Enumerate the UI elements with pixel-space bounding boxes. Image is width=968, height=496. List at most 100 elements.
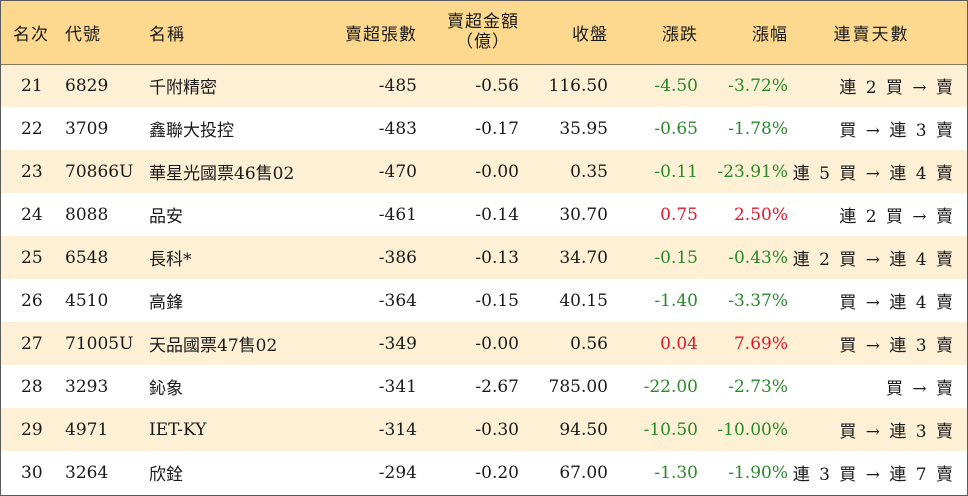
header-net-sell-amount-line1: 賣超金額 [447,12,519,33]
cell-code: 6548 [65,247,109,268]
cell-change: -0.15 [654,247,698,268]
cell-net-sell-lots: -294 [378,462,417,483]
cell-name: 品安 [149,207,183,227]
header-name: 名稱 [141,1,331,65]
cell-net-sell-lots: -349 [378,333,417,354]
cell-net-sell-lots: -470 [378,161,417,182]
cell-close: 30.70 [559,204,608,225]
cell-rank: 24 [21,204,43,225]
cell-change-pct: -10.00% [717,419,788,440]
header-net-sell-amount: 賣超金額 （億） [417,1,519,65]
cell-net-sell-amount: -0.00 [475,161,519,182]
header-change-pct: 漲幅 [698,1,788,65]
cell-change-pct: -1.90% [728,462,788,483]
cell-code: 6829 [65,75,109,96]
cell-close: 35.95 [559,118,608,139]
table-row: 26 4510 高鋒 -364 -0.15 40.15 -1.40 -3.37% 買 → 連 4… [1,279,967,322]
cell-streak: 連 3 買 → 連 7 賣 [792,465,955,485]
table-row: 29 4971 IET-KY -314 -0.30 94.50 -10.50 -10.00% 買… [1,408,967,451]
cell-net-sell-amount: -0.30 [475,419,519,440]
cell-close: 34.70 [559,247,608,268]
cell-streak: 連 2 買 → 賣 [839,78,955,99]
table-row: 27 71005U 天品國票47售02 -349 -0.00 0.56 0.04 7.69% 買… [1,322,967,365]
cell-net-sell-amount: -0.14 [475,204,519,225]
cell-change: -1.40 [654,290,698,311]
cell-net-sell-lots: -483 [378,118,417,139]
cell-streak: 買 → 連 3 賣 [839,422,955,442]
cell-change-pct: -23.91% [717,161,788,182]
cell-change-pct: -0.43% [728,247,788,268]
cell-name: 華星光國票46售02 [149,164,295,184]
cell-close: 116.50 [548,75,608,96]
cell-streak: 買 → 連 3 賣 [839,121,955,141]
cell-close: 40.15 [559,290,608,311]
cell-net-sell-lots: -364 [378,290,417,311]
cell-net-sell-lots: -485 [378,75,417,96]
cell-code: 3709 [65,118,109,139]
cell-rank: 23 [21,161,43,182]
cell-rank: 21 [21,75,43,96]
table-row: 23 70866U 華星光國票46售02 -470 -0.00 0.35 -0.11 -23.… [1,150,967,193]
header-streak: 連賣天數 [788,1,967,65]
cell-change: 0.04 [660,333,698,354]
cell-change-pct: -3.37% [728,290,788,311]
table-header-row: 名次 代號 名稱 賣超張數 賣超金額 （億） 收盤 漲跌 漲幅 連賣天數 [1,1,967,65]
cell-close: 67.00 [559,462,608,483]
cell-change: -0.11 [654,161,698,182]
cell-name: 欣銓 [149,465,183,485]
cell-net-sell-lots: -341 [378,376,417,397]
cell-close: 0.35 [570,161,608,182]
cell-code: 4971 [65,419,109,440]
cell-change-pct: -1.78% [728,118,788,139]
cell-rank: 27 [21,333,43,354]
header-net-sell-lots: 賣超張數 [331,1,417,65]
cell-code: 8088 [65,204,109,225]
header-close: 收盤 [519,1,608,65]
cell-change: -1.30 [654,462,698,483]
cell-rank: 30 [21,462,43,483]
cell-net-sell-amount: -0.17 [475,118,519,139]
table-row: 28 3293 鈊象 -341 -2.67 785.00 -22.00 -2.73% 買 → 賣 [1,365,967,408]
cell-change-pct: 2.50% [733,204,788,225]
cell-code: 3293 [65,376,109,397]
cell-change: -22.00 [643,376,698,397]
header-change: 漲跌 [608,1,698,65]
header-rank: 名次 [1,1,57,65]
cell-close: 94.50 [559,419,608,440]
header-net-sell-amount-line2: （億） [456,32,510,53]
cell-name: 長科* [149,250,192,270]
cell-net-sell-amount: -2.67 [475,376,519,397]
cell-name: 鑫聯大投控 [149,121,234,141]
cell-rank: 29 [21,419,43,440]
cell-streak: 買 → 連 3 賣 [839,336,955,356]
cell-change: 0.75 [660,204,698,225]
cell-name: 天品國票47售02 [149,336,278,356]
cell-streak: 連 2 買 → 連 4 賣 [792,250,955,270]
table-row: 25 6548 長科* -386 -0.13 34.70 -0.15 -0.43% 連 2 買 … [1,236,967,279]
cell-net-sell-amount: -0.00 [475,333,519,354]
cell-rank: 28 [21,376,43,397]
header-code: 代號 [57,1,141,65]
cell-change: -0.65 [654,118,698,139]
cell-net-sell-lots: -386 [378,247,417,268]
table-row: 22 3709 鑫聯大投控 -483 -0.17 35.95 -0.65 -1.78% 買 → … [1,107,967,150]
cell-change-pct: -2.73% [728,376,788,397]
cell-code: 71005U [65,333,134,354]
table-row: 21 6829 千附精密 -485 -0.56 116.50 -4.50 -3.72% 連 2 … [1,64,967,107]
cell-streak: 連 5 買 → 連 4 賣 [792,164,955,184]
cell-code: 70866U [65,161,134,182]
cell-rank: 22 [21,118,43,139]
cell-code: 4510 [65,290,109,311]
table-row: 30 3264 欣銓 -294 -0.20 67.00 -1.30 -1.90% 連 3 買 →… [1,451,967,494]
table-row: 24 8088 品安 -461 -0.14 30.70 0.75 2.50% 連 2 買 → 賣 [1,193,967,236]
cell-streak: 買 → 連 4 賣 [839,293,955,313]
cell-rank: 25 [21,247,43,268]
cell-net-sell-lots: -461 [378,204,417,225]
cell-close: 0.56 [570,333,608,354]
cell-net-sell-amount: -0.13 [475,247,519,268]
cell-name: IET-KY [149,419,207,440]
cell-name: 千附精密 [149,78,217,99]
cell-streak: 買 → 賣 [885,379,955,399]
